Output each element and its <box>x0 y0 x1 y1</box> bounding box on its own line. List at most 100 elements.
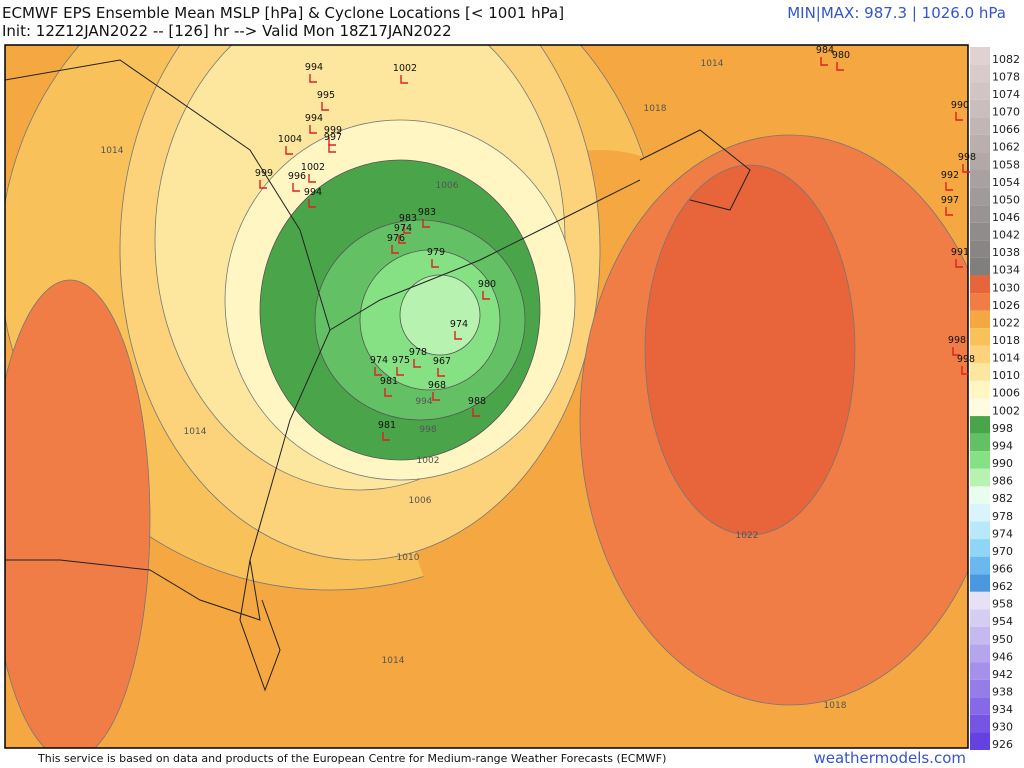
cyclone-pressure: 978 <box>409 347 427 358</box>
contour-label: 1018 <box>644 104 667 114</box>
colorbar-swatch <box>970 539 990 557</box>
colorbar-label: 942 <box>992 668 1013 681</box>
cyclone-pressure: 983 <box>399 213 417 224</box>
colorbar-swatch <box>970 64 990 83</box>
colorbar-swatch <box>970 433 990 452</box>
cyclone-marker <box>321 102 329 111</box>
cyclone-pressure: 979 <box>427 247 445 258</box>
cyclone-pressure: 998 <box>958 152 976 163</box>
contour-labels: 1014 1018 1014 1006 1002 998 994 1006 1010 1014 10… <box>101 59 847 711</box>
colorbar-swatch <box>970 732 990 750</box>
cyclone-marker <box>292 183 300 192</box>
contour-label: 998 <box>419 425 436 435</box>
footer-notice: This service is based on data and produc… <box>37 752 666 765</box>
colorbar-label: 1070 <box>992 106 1020 119</box>
cyclone-marker <box>437 368 445 377</box>
cyclone-marker <box>396 367 404 376</box>
pressure-field <box>5 45 968 748</box>
cyclone-marker <box>398 235 406 244</box>
colorbar-label: 1062 <box>992 141 1020 154</box>
colorbar-swatch <box>970 222 990 241</box>
colorbar-label: 1010 <box>992 369 1020 382</box>
colorbar-label: 1082 <box>992 53 1020 66</box>
site-name: weathermodels.com <box>813 749 966 767</box>
cyclone-pressure: 980 <box>478 279 496 290</box>
colorbar-swatch <box>970 468 990 487</box>
cyclone-marker <box>328 144 336 153</box>
colorbar-swatch <box>970 521 990 540</box>
cyclone-pressure: 974 <box>450 319 468 330</box>
cyclone-pressure: 990 <box>951 100 969 111</box>
cyclone-marker <box>454 331 462 340</box>
colorbar-label: 1006 <box>992 387 1020 400</box>
colorbar-swatch <box>970 170 990 188</box>
colorbar-label: 966 <box>992 562 1013 575</box>
cyclone-marker <box>432 392 440 401</box>
contour-label: 1014 <box>382 656 405 666</box>
cyclone-marker <box>403 225 411 234</box>
colorbar-swatch <box>970 152 990 171</box>
cyclone-marker <box>382 432 390 441</box>
colorbar-label: 1002 <box>992 404 1020 417</box>
contour-label: 1022 <box>736 531 759 541</box>
cyclone-pressure: 983 <box>418 207 436 218</box>
colorbar-swatch <box>970 662 990 680</box>
colorbar-label: 978 <box>992 510 1013 523</box>
cyclone-marker <box>945 182 953 191</box>
colorbar-swatch <box>970 574 990 592</box>
colorbar-swatch <box>970 609 990 627</box>
colorbar-swatch <box>970 99 990 118</box>
colorbar-label: 982 <box>992 492 1013 505</box>
colorbar-swatch <box>970 697 990 715</box>
colorbar-swatch <box>970 626 990 645</box>
cyclone-marker <box>308 199 316 208</box>
colorbar-swatch <box>970 363 990 381</box>
colorbar-swatch <box>970 380 990 399</box>
colorbar-label: 1058 <box>992 158 1020 171</box>
cyclone-marker <box>431 259 439 268</box>
colorbar-label: 938 <box>992 686 1013 699</box>
cyclone-marker <box>820 57 828 66</box>
cyclone-pressure: 976 <box>387 233 405 244</box>
cyclone-marker <box>961 366 969 375</box>
init-time: Init: 12Z12JAN2022 -- [126] hr --> Valid… <box>2 22 452 40</box>
colorbar-label: 1022 <box>992 316 1020 329</box>
cyclone-pressure: 988 <box>468 396 486 407</box>
contour-label: 1006 <box>409 496 432 506</box>
contour-label: 1018 <box>824 701 847 711</box>
colorbar-label: 962 <box>992 580 1013 593</box>
cyclone-pressure: 994 <box>304 187 322 198</box>
cyclone-pressure: 998 <box>948 335 966 346</box>
contour-label: 994 <box>415 397 432 407</box>
min-max: MIN|MAX: 987.3 | 1026.0 hPa <box>787 4 1006 22</box>
colorbar-swatch <box>970 82 990 100</box>
cyclone-pressure: 999 <box>255 168 273 179</box>
colorbar-swatch <box>970 310 990 329</box>
colorbar-label: 954 <box>992 615 1013 628</box>
map-frame <box>4 44 969 749</box>
cyclone-marker <box>962 164 970 173</box>
cyclone-pressure: 974 <box>370 355 388 366</box>
cyclone-marker <box>836 62 844 71</box>
colorbar-label: 1030 <box>992 281 1020 294</box>
colorbar-label: 1026 <box>992 299 1020 312</box>
colorbar-swatch <box>970 257 990 276</box>
colorbar-label: 1034 <box>992 264 1020 277</box>
cyclone-pressure: 995 <box>317 90 335 101</box>
cyclone-pressure: 997 <box>324 132 342 143</box>
cyclone-locations: 1002994995994999997100410029969949999839… <box>255 45 976 441</box>
colorbar-label: 1050 <box>992 193 1020 206</box>
contour-label: 1002 <box>417 456 440 466</box>
colorbar-swatch <box>970 240 990 258</box>
contour-label: 1014 <box>101 146 124 156</box>
cyclone-marker <box>482 291 490 300</box>
cyclone-pressure: 981 <box>378 420 396 431</box>
colorbar-label: 986 <box>992 475 1013 488</box>
contour-label: 1006 <box>436 181 459 191</box>
cyclone-marker <box>259 180 267 189</box>
cyclone-marker <box>955 112 963 121</box>
colorbar-label: 998 <box>992 422 1013 435</box>
cyclone-marker <box>413 359 421 368</box>
colorbar-swatch <box>970 679 990 698</box>
colorbar-swatch <box>970 187 990 206</box>
